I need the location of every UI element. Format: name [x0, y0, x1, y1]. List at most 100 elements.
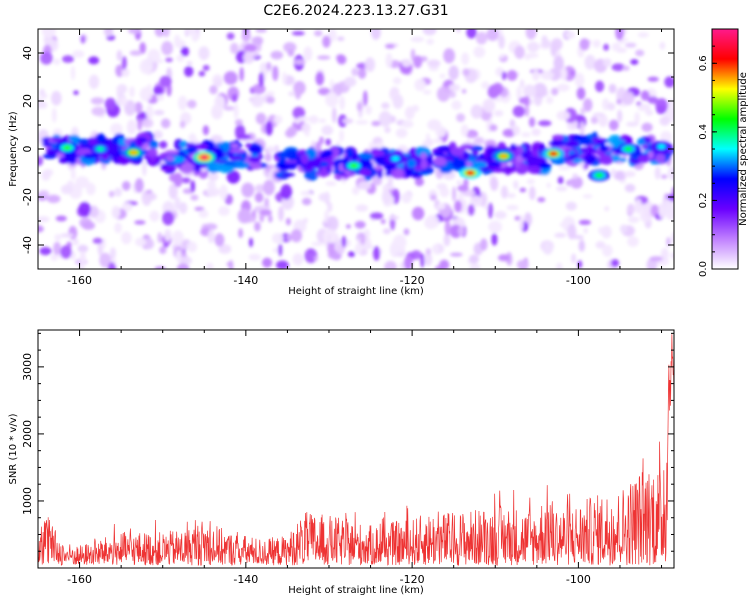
spectrogram-cell-802: [619, 224, 628, 234]
spectrogram-cell-820: [280, 184, 293, 200]
colorbar-tick-label-2: 0.4: [698, 124, 709, 140]
spectrogram-cell-435: [571, 122, 579, 127]
spectrogram-cell-1393: [527, 165, 542, 175]
spectrogram-cell-1115: [194, 160, 202, 170]
spectrogram-cell-1272: [406, 158, 417, 169]
spectrogram-cell-229: [371, 29, 381, 40]
spectrogram-cell-411: [177, 263, 190, 269]
snr-y-label: SNR (10 * v/v): [8, 413, 19, 484]
spectrogram-cell-542: [559, 222, 566, 227]
spectrogram-cell-866: [426, 38, 435, 45]
spectrogram-cell-784: [634, 198, 643, 214]
spectrogram-cell-598: [607, 102, 616, 111]
spectrogram-cell-399: [226, 170, 241, 184]
spectrogram-cell-479: [381, 102, 390, 109]
spectrogram-cell-277: [202, 64, 210, 71]
spectrogram-cell-1525: [655, 153, 666, 163]
spectrogram-cell-859: [237, 208, 252, 224]
spectrogram-cell-438: [551, 87, 559, 96]
spectrogram-cell-987: [149, 139, 159, 150]
spectrogram-cell-482: [470, 104, 483, 119]
spectrogram-cell-285: [528, 117, 536, 128]
spectrogram-cell-306: [372, 176, 383, 186]
spectrogram-cell-508: [457, 226, 465, 236]
spectrogram-cell-1278: [394, 168, 403, 179]
spectrogram-cell-553: [88, 56, 100, 65]
spectrogram-cell-571: [395, 128, 408, 138]
spectrogram-cell-281: [352, 186, 360, 195]
spectrogram-cell-446: [393, 77, 402, 85]
spectrogram-cell-105: [401, 120, 414, 129]
spectrogram-cell-392: [499, 53, 505, 59]
spectrogram-cell-537: [137, 118, 143, 131]
spectrogram-cell-778: [583, 164, 589, 170]
spectrogram-cell-992: [51, 137, 64, 142]
spectrogram-cell-1491: [647, 151, 654, 159]
spectrogram-cell-599: [303, 46, 313, 61]
spectrogram-cell-615: [254, 51, 259, 58]
spectrogram-cell-833: [501, 71, 507, 81]
snr-y-tick-label-0: 1000: [21, 487, 34, 515]
spectrogram-cell-325: [262, 257, 273, 268]
spectrogram-y-tick-label-3: 20: [21, 94, 34, 108]
spectrogram-cell-126: [506, 204, 519, 211]
spectrogram-cell-722: [401, 192, 412, 204]
spectrogram-cell-1119: [248, 146, 262, 153]
snr-axes: -160 -140 -120 -100 1000 2000 3000: [21, 330, 674, 586]
spectrogram-cell-1367: [538, 162, 552, 170]
spectrogram-cell-152: [311, 241, 324, 247]
spectrogram-cell-702: [255, 184, 265, 193]
spectrogram-cell-753: [611, 63, 625, 72]
spectrogram-cell-1265: [286, 150, 298, 161]
spectrogram-cell-166: [176, 54, 185, 62]
spectrogram-cell-1501: [638, 155, 649, 164]
spectrogram-cell-27: [62, 55, 74, 63]
spectrogram-cell-233: [292, 253, 304, 266]
spectrogram-cell-841: [104, 97, 117, 111]
spectrogram-cell-177: [73, 90, 79, 95]
spectrogram-cell-656: [467, 204, 475, 216]
spectrogram-cell-28: [521, 132, 531, 138]
spectrogram-cell-845: [439, 259, 450, 269]
spectrogram-cell-601: [481, 81, 490, 90]
spectrogram-cell-1547: [391, 156, 400, 162]
spectrogram-cell-485: [303, 217, 308, 224]
spectrogram-cell-80: [502, 128, 516, 138]
spectrogram-cell-1283: [420, 152, 427, 160]
spectrogram-cell-577: [218, 206, 230, 216]
spectrogram-cell-743: [452, 186, 457, 202]
spectrogram-cell-513: [337, 54, 347, 65]
spectrogram-cell-1403: [451, 158, 467, 170]
spectrogram-cell-891: [116, 97, 128, 106]
spectrogram-cell-1230: [284, 159, 297, 164]
spectrogram-cell-286: [243, 43, 258, 53]
spectrogram-cell-703: [75, 176, 90, 189]
spectrogram-cell-1370: [521, 151, 528, 160]
spectrogram-cell-853: [425, 214, 440, 229]
spectrogram-cell-113: [661, 174, 668, 179]
spectrogram-cell-706: [223, 71, 238, 85]
spectrogram-cell-311: [410, 36, 425, 43]
spectrogram-cell-680: [430, 194, 437, 201]
spectrogram-cell-425: [86, 182, 96, 196]
spectrogram-cell-1396: [519, 163, 527, 173]
spectrogram-cell-107: [214, 233, 225, 247]
spectrogram-cell-555: [54, 234, 62, 241]
spectrogram-cell-658: [53, 58, 61, 65]
spectrogram-cell-217: [72, 238, 79, 246]
spectrogram-cell-807: [462, 68, 470, 77]
spectrogram-cell-791: [107, 262, 117, 269]
spectrogram-cell-978: [77, 138, 90, 144]
spectrogram-cell-776: [80, 34, 86, 44]
spectrogram-axes: -160 -140 -120 -100 -40 -20 0 20 40: [21, 28, 674, 287]
spectrogram-cell-831: [90, 97, 105, 105]
spectrogram-cell-69: [443, 48, 455, 64]
spectrogram-cell-378: [469, 254, 479, 264]
spectrogram-cell-250: [451, 100, 462, 110]
spectrogram-cell-746: [121, 231, 132, 245]
spectrogram-cell-168: [506, 70, 518, 81]
spectrogram-cell-375: [337, 36, 345, 42]
snr-y-tick-label-1: 2000: [21, 420, 34, 448]
spectrogram-cell-865: [325, 91, 339, 108]
spectrogram-cell-772: [259, 209, 272, 216]
